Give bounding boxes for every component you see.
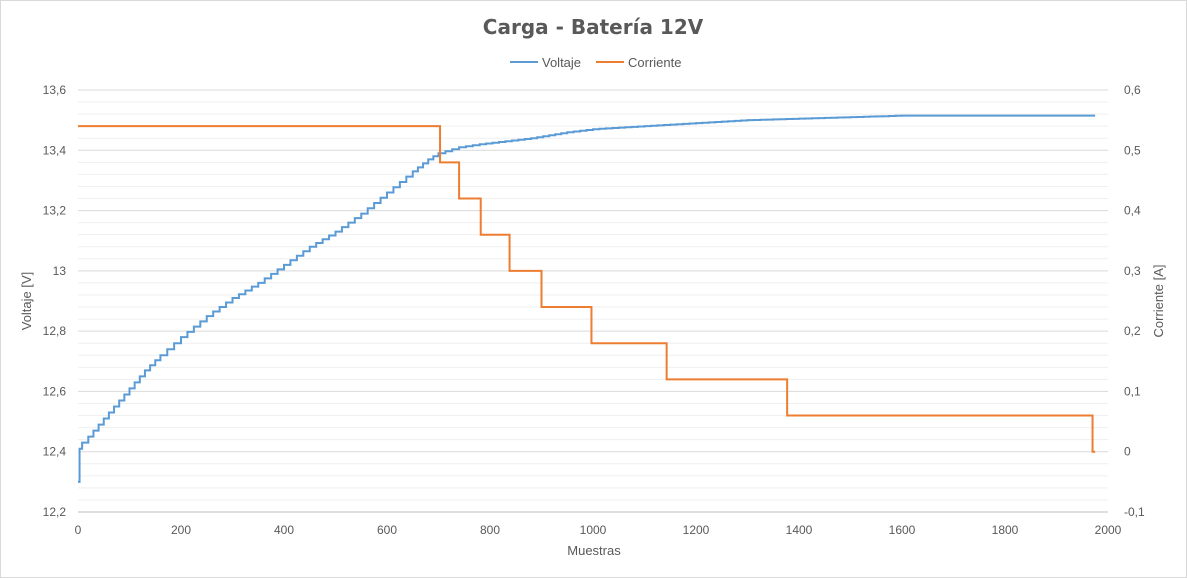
chart-title: Carga - Batería 12V (483, 15, 704, 39)
y-tick-label: 12,8 (43, 324, 67, 338)
x-tick-label: 1200 (683, 523, 710, 537)
x-tick-label: 2000 (1095, 523, 1122, 537)
x-tick-label: 200 (171, 523, 191, 537)
gridlines (78, 89, 1108, 513)
x-tick-label: 1600 (889, 523, 916, 537)
x-tick-label: 1400 (786, 523, 813, 537)
x-tick-label: 0 (75, 523, 82, 537)
series-line-corriente (78, 125, 1096, 453)
y2-tick-label: 0,6 (1124, 83, 1141, 97)
y-tick-label: 12,4 (43, 445, 67, 459)
x-axis-label: Muestras (567, 543, 621, 558)
y-tick-label: 12,6 (43, 384, 67, 398)
x-tick-label: 800 (480, 523, 500, 537)
series-line-voltaje (78, 114, 1096, 483)
legend-label-corriente: Corriente (628, 55, 681, 70)
y-tick-label: 13,2 (43, 204, 67, 218)
x-tick-label: 1800 (992, 523, 1019, 537)
y-tick-label: 13,4 (43, 143, 67, 157)
y2-tick-labels: -0,1 0 0,1 0,2 0,3 0,4 0,5 0,6 (1124, 83, 1145, 519)
y-tick-label: 12,2 (43, 505, 67, 519)
series-lines (78, 114, 1096, 483)
x-tick-label: 400 (274, 523, 294, 537)
y2-tick-label: 0,1 (1124, 384, 1141, 398)
y2-tick-label: 0 (1124, 445, 1131, 459)
y-axis-label: Voltaje [V] (19, 272, 34, 331)
y2-tick-label: 0,3 (1124, 264, 1141, 278)
legend-label-voltaje: Voltaje (542, 55, 581, 70)
y2-axis-label: Corriente [A] (1151, 265, 1166, 338)
x-tick-label: 600 (377, 523, 397, 537)
y2-tick-label: 0,5 (1124, 143, 1141, 157)
x-tick-labels: 0 200 400 600 800 1000 1200 1400 1600 1800 2000 (75, 523, 1122, 537)
y2-tick-label: 0,2 (1124, 324, 1141, 338)
y-tick-label: 13 (53, 264, 67, 278)
x-tick-label: 1000 (580, 523, 607, 537)
y2-tick-label: -0,1 (1124, 505, 1145, 519)
y-tick-label: 13,6 (43, 83, 67, 97)
legend: Voltaje Corriente (510, 55, 681, 70)
y-tick-labels: 12,2 12,4 12,6 12,8 13 13,2 13,4 13,6 (43, 83, 67, 519)
y2-tick-label: 0,4 (1124, 204, 1141, 218)
